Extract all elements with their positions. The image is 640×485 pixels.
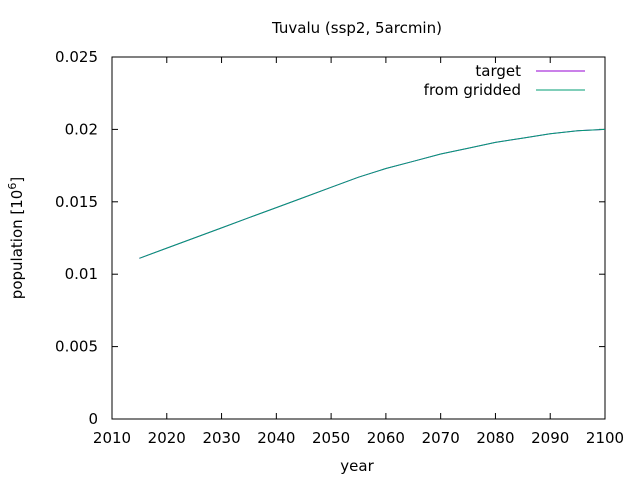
y-tick-label: 0.015 [55,193,98,211]
y-axis-label: population [106] [6,177,26,299]
y-tick-label: 0.02 [65,120,98,138]
x-tick-label: 2010 [93,429,131,447]
x-tick-label: 2050 [312,429,350,447]
series-line-1 [139,128,606,259]
legend-label-0: target [475,62,521,80]
x-tick-label: 2080 [476,429,514,447]
x-axis-label: year [340,457,374,475]
x-tick-label: 2100 [586,429,624,447]
x-tick-label: 2020 [148,429,186,447]
y-axis-label-end: ] [8,177,26,183]
series-lines [139,128,606,259]
legend-label-1: from gridded [424,81,521,99]
plot-frame [111,56,606,420]
y-axis-label-exponent: 6 [6,183,19,190]
y-tick-label: 0.025 [55,48,98,66]
y-axis-ticks: 0 0.005 0.01 0.015 0.02 0.025 [55,48,605,428]
x-tick-label: 2090 [531,429,569,447]
y-tick-label: 0.005 [55,338,98,356]
y-tick-label: 0 [88,410,98,428]
y-axis-label-main: population [10 [8,190,26,300]
y-tick-label: 0.01 [65,265,98,283]
series-line-0 [139,128,606,259]
x-tick-label: 2030 [202,429,240,447]
x-tick-label: 2070 [422,429,460,447]
x-tick-label: 2060 [367,429,405,447]
x-tick-label: 2040 [257,429,295,447]
x-axis-ticks: 2010 2020 2030 2040 2050 2060 2070 2080 2090 2100 [93,57,624,447]
chart-title: Tuvalu (ssp2, 5arcmin) [271,19,442,37]
